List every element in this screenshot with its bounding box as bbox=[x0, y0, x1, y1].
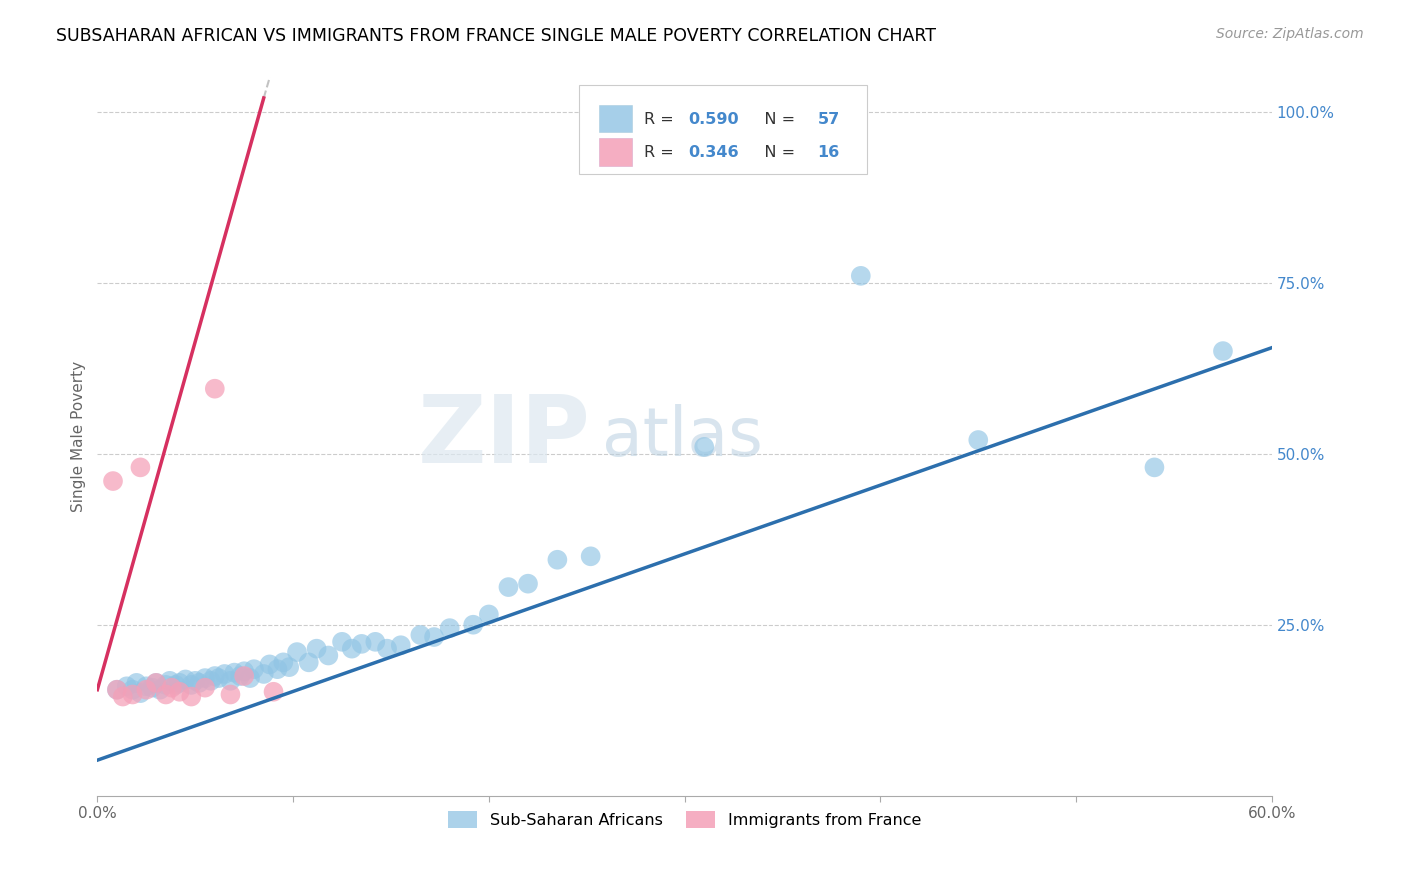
Point bbox=[233, 669, 256, 683]
Point bbox=[389, 638, 412, 652]
Text: 16: 16 bbox=[817, 145, 839, 161]
Point bbox=[125, 676, 148, 690]
Point bbox=[233, 665, 256, 679]
Point bbox=[194, 671, 217, 685]
Point bbox=[145, 676, 167, 690]
Point bbox=[160, 681, 183, 695]
FancyBboxPatch shape bbox=[579, 85, 866, 175]
Point bbox=[423, 630, 446, 644]
Legend: Sub-Saharan Africans, Immigrants from France: Sub-Saharan Africans, Immigrants from Fr… bbox=[441, 805, 928, 834]
Point bbox=[184, 673, 207, 688]
Point bbox=[364, 635, 387, 649]
Point bbox=[849, 268, 872, 283]
Point bbox=[180, 678, 202, 692]
Point bbox=[169, 685, 191, 699]
Point bbox=[204, 382, 226, 396]
Point bbox=[105, 682, 128, 697]
Text: N =: N = bbox=[749, 112, 800, 127]
Point bbox=[693, 440, 716, 454]
Bar bbox=[599, 104, 631, 132]
Point bbox=[219, 673, 242, 688]
Point bbox=[273, 656, 295, 670]
Point bbox=[1143, 460, 1166, 475]
Point bbox=[463, 617, 485, 632]
Point bbox=[188, 676, 211, 690]
Point bbox=[129, 686, 152, 700]
Point bbox=[129, 460, 152, 475]
Text: ZIP: ZIP bbox=[418, 391, 591, 483]
Point bbox=[141, 681, 163, 695]
Point bbox=[105, 682, 128, 697]
Point bbox=[224, 665, 246, 680]
Point bbox=[375, 641, 398, 656]
Point bbox=[149, 682, 172, 697]
Point bbox=[409, 628, 432, 642]
Point bbox=[155, 678, 177, 692]
Point bbox=[200, 673, 222, 688]
Point bbox=[439, 621, 461, 635]
Point bbox=[967, 433, 990, 447]
Point bbox=[204, 669, 226, 683]
Point bbox=[285, 645, 308, 659]
Point bbox=[121, 682, 143, 697]
Point bbox=[180, 690, 202, 704]
Text: R =: R = bbox=[644, 145, 678, 161]
Text: atlas: atlas bbox=[602, 403, 763, 469]
Point bbox=[546, 552, 568, 566]
Point bbox=[165, 678, 187, 692]
Point bbox=[174, 673, 197, 687]
Point bbox=[219, 688, 242, 702]
Point bbox=[350, 637, 373, 651]
Point bbox=[135, 682, 157, 697]
Point bbox=[478, 607, 501, 622]
Point bbox=[498, 580, 520, 594]
Point bbox=[330, 635, 353, 649]
Point bbox=[340, 641, 363, 656]
Point bbox=[253, 667, 276, 681]
Text: 0.346: 0.346 bbox=[688, 145, 738, 161]
Point bbox=[579, 549, 602, 564]
Text: 0.590: 0.590 bbox=[688, 112, 738, 127]
Point bbox=[111, 690, 134, 704]
Bar bbox=[599, 138, 631, 166]
Point bbox=[305, 641, 328, 656]
Text: N =: N = bbox=[749, 145, 800, 161]
Point bbox=[115, 679, 138, 693]
Point bbox=[121, 688, 143, 702]
Point bbox=[194, 681, 217, 695]
Point bbox=[1212, 344, 1234, 359]
Point bbox=[135, 679, 157, 693]
Point bbox=[266, 662, 288, 676]
Point bbox=[208, 671, 231, 685]
Point bbox=[517, 576, 540, 591]
Point bbox=[259, 657, 281, 672]
Point bbox=[239, 671, 262, 685]
Point bbox=[145, 676, 167, 690]
Point bbox=[159, 673, 181, 688]
Point bbox=[101, 474, 124, 488]
Point bbox=[278, 660, 301, 674]
Text: 57: 57 bbox=[817, 112, 839, 127]
Point bbox=[169, 676, 191, 690]
Text: R =: R = bbox=[644, 112, 678, 127]
Point bbox=[298, 656, 321, 670]
Point bbox=[263, 685, 285, 699]
Y-axis label: Single Male Poverty: Single Male Poverty bbox=[72, 361, 86, 512]
Point bbox=[155, 688, 177, 702]
Point bbox=[214, 667, 236, 681]
Point bbox=[243, 662, 266, 676]
Point bbox=[229, 669, 252, 683]
Point bbox=[318, 648, 340, 663]
Text: SUBSAHARAN AFRICAN VS IMMIGRANTS FROM FRANCE SINGLE MALE POVERTY CORRELATION CHA: SUBSAHARAN AFRICAN VS IMMIGRANTS FROM FR… bbox=[56, 27, 936, 45]
Text: Source: ZipAtlas.com: Source: ZipAtlas.com bbox=[1216, 27, 1364, 41]
